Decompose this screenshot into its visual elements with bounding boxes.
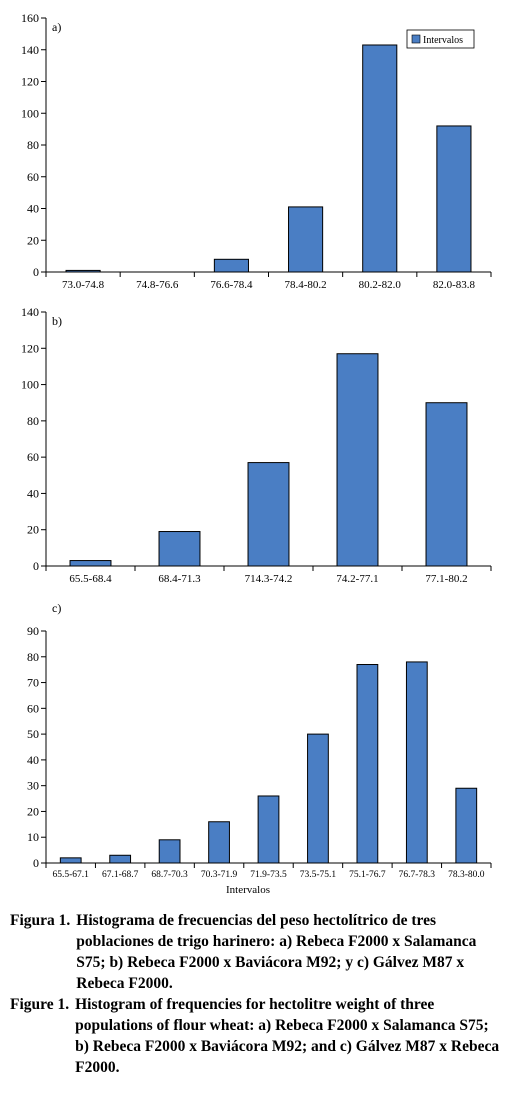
bar bbox=[288, 206, 324, 273]
bar bbox=[109, 854, 132, 864]
x-tick-label: 76.6-78.4 bbox=[210, 279, 253, 291]
y-tick-label: 160 bbox=[21, 11, 39, 25]
x-tick-label: 71.9-73.5 bbox=[250, 870, 287, 880]
x-tick-label: 82.0-83.8 bbox=[433, 279, 476, 291]
y-tick-label: 20 bbox=[27, 523, 39, 537]
bar bbox=[59, 857, 82, 864]
y-tick-label: 40 bbox=[27, 202, 39, 216]
legend-box bbox=[406, 29, 475, 49]
bar bbox=[336, 353, 379, 567]
caption-english-label: Figure 1. bbox=[10, 996, 70, 1013]
panel-label: b) bbox=[52, 314, 62, 328]
y-tick-label: 140 bbox=[21, 43, 39, 57]
y-tick-label: 120 bbox=[21, 75, 39, 89]
x-tick-label: 75.1-76.7 bbox=[349, 870, 386, 880]
bar bbox=[436, 125, 472, 273]
caption-english: Figure 1. Histogram of frequencies for h… bbox=[10, 994, 500, 1078]
legend-label: Intervalos bbox=[423, 35, 463, 46]
x-tick-label: 74.2-77.1 bbox=[336, 573, 378, 585]
x-tick-label: 67.1-68.7 bbox=[102, 870, 139, 880]
x-tick-label: 65.5-68.4 bbox=[69, 573, 112, 585]
y-tick-label: 100 bbox=[21, 106, 39, 120]
y-tick-label: 80 bbox=[27, 414, 39, 428]
bar bbox=[213, 258, 249, 273]
y-tick-label: 60 bbox=[27, 450, 39, 464]
bar bbox=[405, 661, 428, 864]
x-tick-label: 74.8-76.6 bbox=[136, 279, 179, 291]
y-tick-label: 30 bbox=[27, 779, 39, 793]
y-tick-label: 90 bbox=[27, 624, 39, 638]
bar bbox=[65, 269, 101, 273]
y-tick-label: 120 bbox=[21, 341, 39, 355]
x-axis-title: Intervalos bbox=[226, 884, 270, 896]
y-tick-label: 100 bbox=[21, 378, 39, 392]
legend-swatch bbox=[411, 34, 421, 44]
bar bbox=[208, 821, 230, 864]
x-tick-label: 65.5-67.1 bbox=[53, 870, 90, 880]
y-tick-label: 40 bbox=[27, 753, 39, 767]
y-tick-label: 0 bbox=[33, 856, 39, 870]
bar bbox=[307, 733, 329, 864]
x-tick-label: 68.7-70.3 bbox=[151, 870, 188, 880]
bar bbox=[247, 462, 290, 567]
bar bbox=[425, 402, 468, 567]
y-tick-label: 40 bbox=[27, 486, 39, 500]
caption-spanish: Figura 1. Histograma de frecuencias del … bbox=[10, 910, 500, 994]
x-tick-label: 77.1-80.2 bbox=[425, 573, 467, 585]
caption-spanish-text: Histograma de frecuencias del peso hecto… bbox=[76, 912, 477, 992]
y-tick-label: 0 bbox=[33, 559, 39, 573]
y-tick-label: 70 bbox=[27, 676, 39, 690]
y-tick-label: 140 bbox=[21, 305, 39, 319]
panel-label: a) bbox=[52, 20, 61, 34]
bar bbox=[158, 531, 201, 567]
bar bbox=[69, 560, 112, 567]
x-tick-label: 70.3-71.9 bbox=[201, 870, 238, 880]
bar bbox=[356, 664, 379, 864]
y-tick-label: 0 bbox=[33, 265, 39, 279]
histogram-panel-a: 0 20 40 60 80 100 120 140 160 73.0-74.8 74.8-76.6 7… bbox=[21, 11, 492, 291]
figure-caption: Figura 1. Histograma de frecuencias del … bbox=[10, 910, 500, 1078]
y-tick-label: 80 bbox=[27, 138, 39, 152]
bar bbox=[257, 795, 280, 864]
caption-spanish-label: Figura 1. bbox=[10, 912, 71, 929]
y-tick-label: 50 bbox=[27, 727, 39, 741]
y-tick-label: 60 bbox=[27, 701, 39, 715]
panel-label: c) bbox=[52, 601, 61, 615]
x-tick-label: 714.3-74.2 bbox=[245, 573, 293, 585]
x-tick-label: 78.4-80.2 bbox=[284, 279, 326, 291]
caption-english-text: Histogram of frequencies for hectolitre … bbox=[75, 996, 500, 1076]
x-tick-label: 76.7-78.3 bbox=[399, 870, 436, 880]
bar bbox=[158, 839, 181, 864]
histogram-panel-b: 0 20 40 60 80 100 120 140 65.5-68.4 68.4-71.3 714.… bbox=[21, 305, 492, 585]
bar bbox=[362, 44, 398, 273]
y-tick-label: 20 bbox=[27, 804, 39, 818]
x-tick-label: 73.0-74.8 bbox=[62, 279, 105, 291]
y-tick-label: 10 bbox=[27, 830, 39, 844]
x-tick-label: 73.5-75.1 bbox=[300, 870, 337, 880]
x-tick-label: 68.4-71.3 bbox=[158, 573, 201, 585]
y-tick-label: 20 bbox=[27, 233, 39, 247]
histogram-panel-c: 0 10 20 30 40 50 60 70 80 90 65.5-67.1 67.1-68.7 68.… bbox=[27, 601, 492, 896]
bar bbox=[455, 787, 478, 864]
x-tick-label: 80.2-82.0 bbox=[359, 279, 402, 291]
x-tick-label: 78.3-80.0 bbox=[448, 870, 485, 880]
y-tick-label: 80 bbox=[27, 650, 39, 664]
y-tick-label: 60 bbox=[27, 170, 39, 184]
